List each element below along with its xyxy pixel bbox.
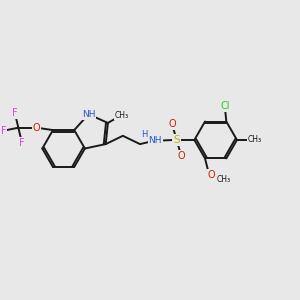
Text: O: O bbox=[177, 151, 185, 161]
Text: CH₃: CH₃ bbox=[216, 175, 230, 184]
Text: O: O bbox=[168, 119, 176, 129]
Text: NH: NH bbox=[82, 110, 95, 119]
Text: NH: NH bbox=[148, 136, 162, 145]
Text: F: F bbox=[1, 126, 6, 136]
Text: O: O bbox=[33, 123, 40, 133]
Text: CH₃: CH₃ bbox=[114, 111, 128, 120]
Text: F: F bbox=[12, 108, 18, 118]
Text: H: H bbox=[141, 130, 147, 139]
Text: Cl: Cl bbox=[220, 101, 230, 111]
Text: F: F bbox=[19, 137, 25, 148]
Text: O: O bbox=[208, 170, 215, 180]
Text: CH₃: CH₃ bbox=[248, 136, 262, 145]
Text: S: S bbox=[173, 135, 180, 145]
